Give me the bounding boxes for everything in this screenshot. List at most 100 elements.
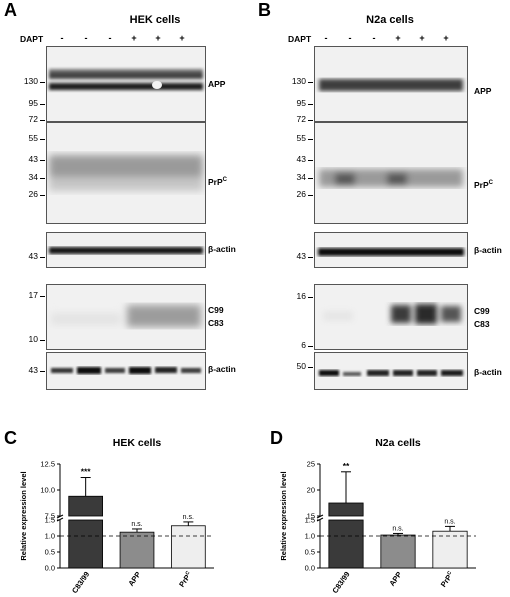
app-bands-image: [319, 79, 463, 91]
panel-b-actin-blot-2: [314, 352, 468, 390]
y-tick-label: 0.0: [305, 564, 315, 573]
marker-label: 26: [28, 189, 38, 199]
y-tick-label: 1.0: [45, 532, 55, 541]
band-label-prp-text: PrP: [474, 180, 489, 190]
panel-b-actin-blot-1: [314, 232, 468, 268]
ctf-bands-image: [51, 305, 201, 327]
band-label-actin: β-actin: [474, 367, 502, 377]
marker-label: 95: [28, 98, 38, 108]
lane-mark: -: [60, 33, 64, 43]
bar: [68, 495, 104, 517]
bar: [432, 530, 468, 569]
marker-tick: [40, 371, 45, 372]
bar: [380, 534, 416, 569]
ctf-bands-image: [323, 304, 461, 324]
band-label-prp-sup: C: [222, 177, 227, 184]
band-label-actin: β-actin: [208, 364, 236, 374]
chart-d: N2a cells Relative expression level 0.0 0.5…: [279, 437, 476, 595]
x-tick-label: C83/99: [330, 570, 351, 595]
marker-tick: [308, 195, 313, 196]
panel-letter-b: B: [258, 0, 271, 20]
marker-tick: [308, 367, 313, 368]
lane-mark: +: [179, 33, 185, 43]
lane-mark: -: [372, 33, 376, 43]
actin-bands-image: [318, 248, 464, 256]
marker-tick: [40, 178, 45, 179]
panel-b-prp-blot: [314, 122, 468, 224]
y-tick-label: 1.5: [305, 516, 315, 525]
y-tick-label: 12.5: [40, 460, 55, 469]
panel-b-title: N2a cells: [366, 14, 414, 26]
marker-label: 43: [28, 365, 38, 375]
marker-label: 55: [296, 133, 306, 143]
panel-b-app-blot: [314, 46, 468, 122]
actin-bands-image: [49, 247, 203, 254]
y-axis-label: Relative expression level: [279, 471, 288, 560]
panel-b-lane-labels: - - - + + +: [320, 33, 460, 45]
marker-label: 43: [296, 251, 306, 261]
marker-label: 43: [28, 154, 38, 164]
marker-label: 43: [296, 154, 306, 164]
marker-label: 95: [296, 98, 306, 108]
x-tick-label: APP: [387, 570, 403, 588]
band-label-actin: β-actin: [474, 245, 502, 255]
lane-mark: -: [348, 33, 352, 43]
panel-a-actin-blot-2: [46, 352, 206, 390]
band-label-app: APP: [208, 79, 226, 89]
y-tick-label: 1.0: [305, 532, 315, 541]
band-label-prp: PrPC: [208, 177, 227, 187]
bar: [170, 525, 206, 569]
band-label-prp: PrPC: [474, 180, 493, 190]
panel-a-app-blot: [46, 46, 206, 122]
chart-title: N2a cells: [375, 437, 421, 449]
panel-a-actin-blot-1: [46, 232, 206, 268]
marker-label: 26: [296, 189, 306, 199]
panel-a-lane-labels: - - - + + +: [56, 33, 196, 45]
marker-tick: [40, 104, 45, 105]
panel-letter-d: D: [270, 428, 283, 448]
x-tick-label-sup: C: [446, 570, 453, 577]
lane-mark: -: [324, 33, 328, 43]
significance-label: **: [343, 461, 350, 471]
significance-label: n.s.: [183, 514, 194, 521]
marker-label: 34: [28, 172, 38, 182]
band-label-actin: β-actin: [208, 244, 236, 254]
lane-mark: -: [108, 33, 112, 43]
y-axis-label: Relative expression level: [19, 471, 28, 560]
marker-label: 55: [28, 133, 38, 143]
significance-label: n.s.: [392, 525, 403, 532]
marker-tick: [40, 120, 45, 121]
y-tick-label: 0.5: [45, 548, 55, 557]
marker-tick: [308, 82, 313, 83]
significance-label: n.s.: [444, 518, 455, 525]
x-tick-label: APP: [126, 570, 142, 588]
panel-b-ctf-blot: [314, 284, 468, 350]
y-tick-label: 0.0: [45, 564, 55, 573]
y-tick-label: 25: [307, 460, 315, 469]
panel-a-ctf-blot: [46, 284, 206, 350]
x-tick-label: PrPC: [439, 570, 456, 589]
band-label-c83: C83: [208, 318, 224, 328]
significance-label: n.s.: [131, 521, 142, 528]
lane-mark: +: [443, 33, 449, 43]
marker-tick: [40, 195, 45, 196]
marker-tick: [40, 139, 45, 140]
chart-title: HEK cells: [113, 437, 162, 449]
bar: [328, 502, 364, 517]
marker-label: 17: [28, 290, 38, 300]
marker-tick: [308, 346, 313, 347]
panel-b-dapt-label: DAPT: [288, 34, 312, 44]
marker-label: 130: [291, 76, 306, 86]
prp-bands-image: [49, 155, 203, 191]
bar: [328, 519, 364, 569]
marker-label: 16: [296, 291, 306, 301]
marker-tick: [308, 120, 313, 121]
y-tick-label: 15: [307, 512, 315, 521]
bar: [119, 531, 155, 569]
lane-mark: +: [155, 33, 161, 43]
y-tick-label: 10.0: [40, 486, 55, 495]
band-label-app: APP: [474, 86, 492, 96]
marker-tick: [40, 340, 45, 341]
marker-tick: [308, 139, 313, 140]
x-tick-label: C83/99: [70, 570, 91, 595]
